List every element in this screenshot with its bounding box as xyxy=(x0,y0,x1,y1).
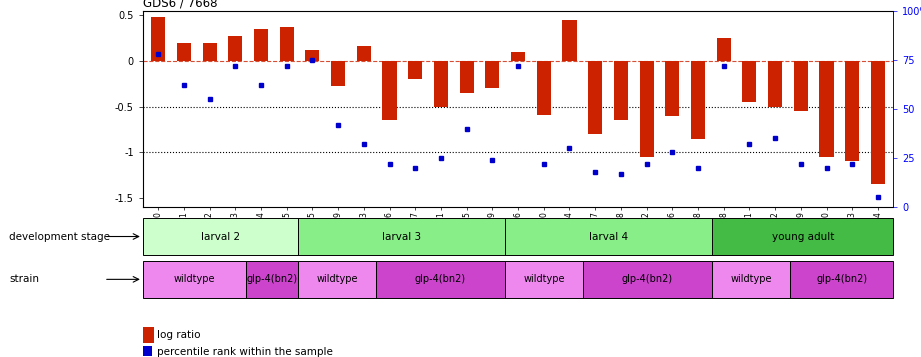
Bar xyxy=(356,46,371,61)
Bar xyxy=(298,218,505,255)
Bar xyxy=(820,61,834,157)
Bar xyxy=(537,61,551,115)
Bar xyxy=(717,38,730,61)
Bar xyxy=(589,61,602,134)
Text: development stage: development stage xyxy=(9,231,111,242)
Bar xyxy=(246,261,298,298)
Text: young adult: young adult xyxy=(772,231,834,242)
Text: log ratio: log ratio xyxy=(157,330,201,340)
Bar xyxy=(382,61,397,120)
Bar xyxy=(143,261,246,298)
Bar xyxy=(143,218,298,255)
Bar xyxy=(298,261,376,298)
Bar xyxy=(665,61,680,116)
Bar xyxy=(691,61,705,139)
Text: glp-4(bn2): glp-4(bn2) xyxy=(816,274,868,285)
Bar xyxy=(151,17,165,61)
Bar xyxy=(613,61,628,120)
Bar xyxy=(460,61,473,93)
Bar xyxy=(790,261,893,298)
Bar xyxy=(712,261,790,298)
Text: wildtype: wildtype xyxy=(523,274,565,285)
Bar xyxy=(434,61,448,107)
Bar xyxy=(712,218,893,255)
Bar xyxy=(563,20,577,61)
Bar xyxy=(742,61,756,102)
Bar xyxy=(203,43,216,61)
Bar xyxy=(505,261,583,298)
Bar xyxy=(408,61,423,79)
Text: glp-4(bn2): glp-4(bn2) xyxy=(414,274,466,285)
Text: strain: strain xyxy=(9,274,40,285)
Bar xyxy=(768,61,782,107)
Text: glp-4(bn2): glp-4(bn2) xyxy=(622,274,673,285)
Bar xyxy=(177,43,191,61)
Text: GDS6 / 7668: GDS6 / 7668 xyxy=(143,0,217,10)
Text: larval 3: larval 3 xyxy=(382,231,421,242)
Text: percentile rank within the sample: percentile rank within the sample xyxy=(157,347,333,357)
Bar xyxy=(511,52,525,61)
Bar xyxy=(794,61,808,111)
Bar xyxy=(254,29,268,61)
Bar xyxy=(485,61,499,88)
Text: wildtype: wildtype xyxy=(730,274,772,285)
Bar xyxy=(228,36,242,61)
Bar xyxy=(639,61,654,157)
Bar xyxy=(583,261,712,298)
Bar xyxy=(845,61,859,161)
Bar xyxy=(871,61,885,184)
Bar xyxy=(306,50,320,61)
Bar xyxy=(376,261,505,298)
Bar xyxy=(505,218,712,255)
Text: wildtype: wildtype xyxy=(174,274,216,285)
Text: wildtype: wildtype xyxy=(316,274,357,285)
Bar xyxy=(280,27,294,61)
Bar xyxy=(331,61,345,86)
Text: larval 4: larval 4 xyxy=(589,231,628,242)
Text: larval 2: larval 2 xyxy=(201,231,240,242)
Text: glp-4(bn2): glp-4(bn2) xyxy=(247,274,297,285)
